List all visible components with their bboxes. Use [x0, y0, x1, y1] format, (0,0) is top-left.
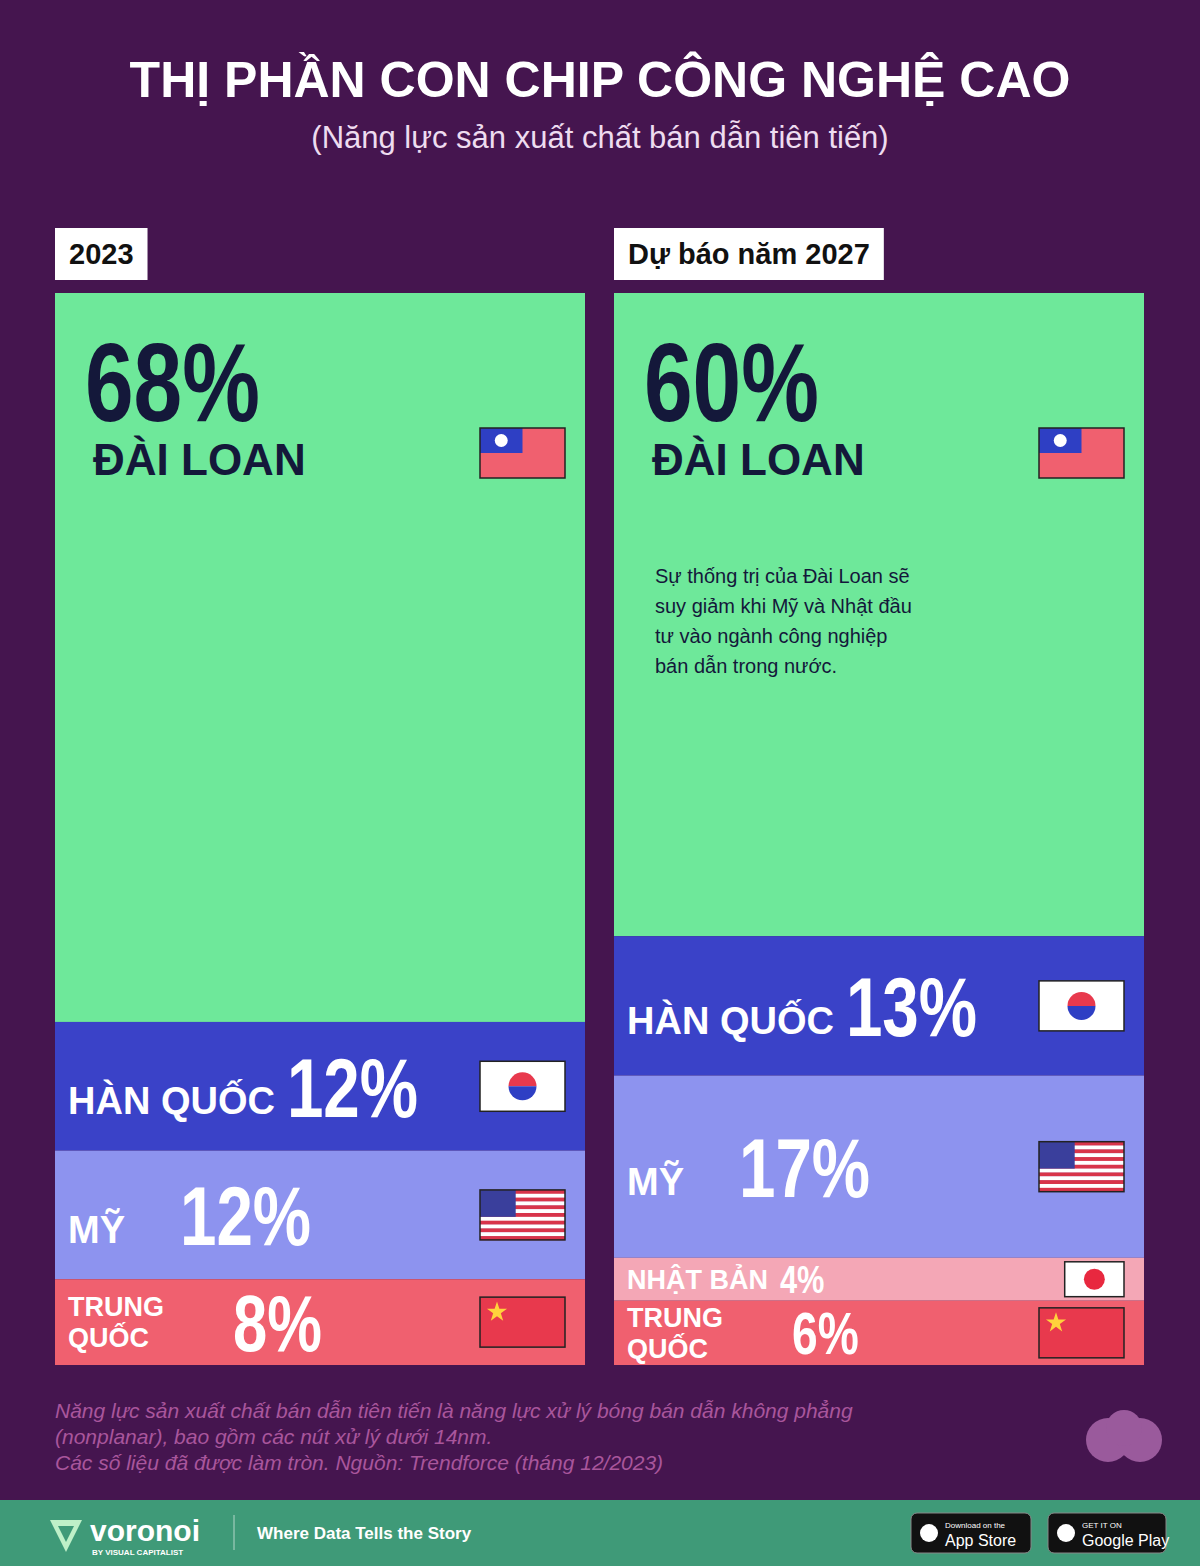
footnote: Năng lực sản xuất chất bán dẫn tiên tiến…: [55, 1399, 853, 1422]
store-badge[interactable]: [911, 1513, 1031, 1553]
series-name: HÀN QUỐC: [627, 998, 834, 1042]
tagline: Where Data Tells the Story: [257, 1524, 472, 1543]
bar: [614, 1258, 1144, 1301]
footnote: (nonplanar), bao gồm các nút xử lý dưới …: [55, 1425, 492, 1448]
brand: voronoi: [90, 1514, 200, 1547]
annotation: tư vào ngành công nghiệp: [655, 625, 887, 647]
background: [0, 0, 1200, 1566]
title: THỊ PHẦN CON CHIP CÔNG NGHỆ CAO: [130, 51, 1071, 108]
bar: [614, 293, 1144, 936]
category-label: Dự báo năm 2027: [628, 238, 870, 270]
flag: [1065, 1262, 1124, 1297]
data-label: 12%: [287, 1041, 418, 1135]
flag: [1039, 1308, 1124, 1358]
data-label: 13%: [846, 960, 977, 1054]
brand-mark: [50, 1520, 82, 1552]
flag: [480, 1297, 565, 1347]
data-label: 12%: [180, 1169, 311, 1263]
subtitle: (Năng lực sản xuất chất bán dẫn tiên tiế…: [311, 120, 888, 155]
flag: [1039, 1142, 1124, 1192]
brand-sub: BY VISUAL CAPITALIST: [92, 1548, 183, 1557]
bar: [614, 1076, 1144, 1258]
bars: [55, 293, 1144, 1365]
bar: [614, 936, 1144, 1075]
separator: [234, 1515, 235, 1550]
badge-text[interactable]: App Store: [945, 1532, 1016, 1549]
data-label: 17%: [739, 1121, 870, 1215]
series-name: TRUNGQUỐC: [627, 1303, 723, 1364]
category-box: [614, 228, 884, 280]
bar: [55, 293, 585, 1022]
logo-mark: [1086, 1410, 1162, 1462]
series-name: MỸ: [68, 1208, 125, 1251]
series-name: TRUNGQUỐC: [68, 1292, 164, 1353]
data-label: 68%: [85, 320, 260, 445]
series-name: ĐÀI LOAN: [93, 435, 306, 484]
badge-icon: [920, 1524, 938, 1542]
bar: [614, 1301, 1144, 1365]
series-name: HÀN QUỐC: [68, 1078, 275, 1122]
flag: [1039, 981, 1124, 1031]
annotation: suy giảm khi Mỹ và Nhật đầu: [655, 595, 912, 617]
footnote: Các số liệu đã được làm tròn. Nguồn: Tre…: [55, 1451, 663, 1474]
badge-text[interactable]: GET IT ON: [1082, 1521, 1122, 1530]
chart: THỊ PHẦN CON CHIP CÔNG NGHỆ CAO (Năng lực…: [0, 0, 1200, 1566]
series-name: NHẬT BẢN: [627, 1263, 768, 1295]
category-box: [55, 228, 148, 280]
annotation: Sự thống trị của Đài Loan sẽ: [655, 565, 910, 587]
labels: 68%ĐÀI LOAN60%ĐÀI LOANSự thống trị của Đ…: [68, 320, 977, 1368]
badge-text[interactable]: Google Play: [1082, 1532, 1169, 1549]
category-label: 2023: [69, 238, 134, 270]
badge-text[interactable]: Download on the: [945, 1521, 1006, 1530]
series-name: ĐÀI LOAN: [652, 435, 865, 484]
bar: [55, 1151, 585, 1280]
data-label: 6%: [792, 1301, 859, 1367]
data-label: 4%: [780, 1258, 824, 1301]
annotation: bán dẫn trong nước.: [655, 655, 837, 677]
data-label: 60%: [644, 320, 819, 445]
flag: [1039, 428, 1124, 478]
flag: [480, 1061, 565, 1111]
data-label: 8%: [233, 1279, 322, 1367]
footer-band: [0, 1500, 1200, 1566]
series-name: MỸ: [627, 1160, 684, 1203]
flags: [480, 428, 1124, 1358]
badge-icon: [1057, 1524, 1075, 1542]
flag: [480, 1190, 565, 1240]
flag: [480, 428, 565, 478]
bar: [55, 1022, 585, 1151]
